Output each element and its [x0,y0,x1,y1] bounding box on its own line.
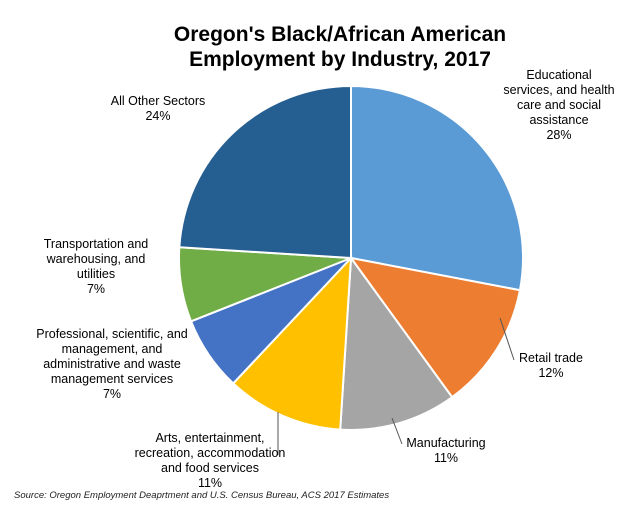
label-pct: 12% [538,366,564,380]
leader-line-1 [391,417,403,445]
source-note: Source: Oregon Employment Deaprtment and… [14,490,390,501]
label-retail-trade: Retail trade 12% [506,351,596,381]
pie-slice-3 [231,255,353,431]
chart-title-line-2: Employment by Industry, 2017 [189,48,491,71]
label-line: Educational [526,68,592,82]
label-arts-entertainment: Arts, entertainment, recreation, accommo… [120,431,300,491]
label-pct: 28% [546,128,572,142]
label-pct: 11% [197,476,223,490]
label-pct: 11% [433,451,459,465]
chart-title-line-1: Oregon's Black/African American [173,23,507,46]
label-line: management, and [61,342,163,356]
label-transportation: Transportation and warehousing, and util… [26,237,166,297]
label-line: Manufacturing [406,436,486,450]
label-line: warehousing, and [46,252,146,266]
label-pct: 7% [102,387,122,401]
label-pct: 7% [86,282,106,296]
label-all-other-sectors: All Other Sectors 24% [96,94,220,124]
pie-slice-1 [348,256,522,399]
label-line: Arts, entertainment, [155,431,265,445]
label-line: care and social [516,98,602,112]
label-manufacturing: Manufacturing 11% [398,436,494,466]
pie-slice-0 [350,84,524,292]
label-professional-scientific: Professional, scientific, and management… [22,327,202,402]
label-educational-services: Educational services, and health care an… [484,68,634,143]
label-line: services, and health [503,83,615,97]
label-line: Transportation and [43,237,149,251]
leader-line-0 [499,317,515,361]
pie-slice-2 [339,255,454,431]
label-line: management services [50,372,174,386]
label-line: administrative and waste [43,357,181,371]
label-line: recreation, accommodation [134,446,286,460]
label-line: Professional, scientific, and [36,327,188,341]
pie-slice-6 [178,84,352,260]
label-line: utilities [76,267,116,281]
label-line: All Other Sectors [110,94,206,108]
chart-title: Oregon's Black/African American Employme… [150,22,530,72]
label-line: assistance [529,113,589,127]
label-pct: 24% [145,109,171,123]
label-line: Retail trade [519,351,583,365]
label-line: and food services [161,461,259,475]
